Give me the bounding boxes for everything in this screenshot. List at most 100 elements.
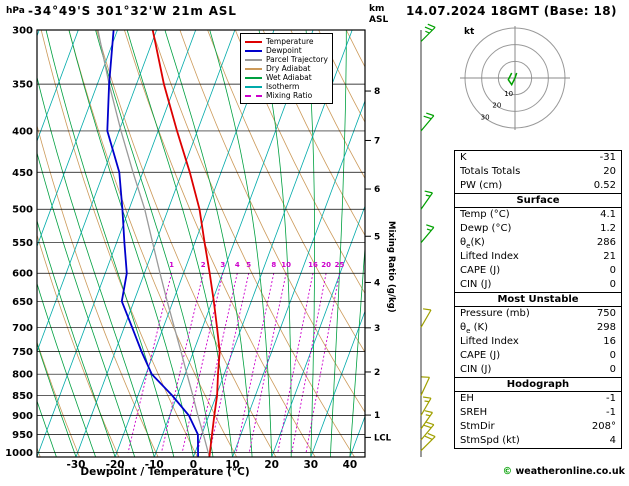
dry-adiabat-line [179,30,365,414]
table-row: Lifted Index 21 [455,250,621,264]
legend-label: Dry Adiabat [266,64,311,73]
table-row: EH -1 [455,392,621,406]
legend-item-parcel-trajectory: Parcel Trajectory [245,55,328,64]
table-row: CAPE (J) 0 [455,349,621,363]
row-label: Lifted Index [460,251,519,262]
station-title: -34°49'S 301°32'W 21m ASL [28,4,237,18]
mixing-ratio-line [161,273,204,453]
wet-adiabat-line [45,30,175,457]
pressure-tick-label: 850 [12,391,33,402]
dry-adiabat-line [124,30,316,457]
wet-adiabat-line [305,30,315,457]
row-label: CAPE (J) [460,350,501,361]
mixing-ratio-value-label: 3 [220,261,225,269]
dry-adiabats [37,30,365,457]
legend-item-wet-adiabat: Wet Adiabat [245,73,328,82]
legend-label: Dewpoint [266,46,302,55]
dry-adiabat-line [234,30,365,295]
wind-barb-staff [420,226,435,244]
wind-barb-tick [426,421,435,426]
dry-adiabat-line [207,30,365,353]
row-label: CAPE (J) [460,265,501,276]
mixing-ratio-value-label: 2 [201,261,206,269]
wind-barb-staff [420,192,433,210]
legend-label: Temperature [266,37,314,46]
wet-adiabat-line [209,30,273,457]
hodograph-ring-label: 20 [492,102,501,110]
row-label: θe (K) [460,322,488,335]
legend-label: Parcel Trajectory [266,55,328,64]
mixing-ratio-line [209,273,250,453]
wind-barb [420,410,433,430]
legend-label: Mixing Ratio [266,91,313,100]
chart-legend: Temperature Dewpoint Parcel Trajectory Dry … [240,33,333,104]
temp-tick-label: -10 [145,459,164,471]
legend-swatch [245,49,262,52]
km-tick-label: 5 [374,232,380,242]
copyright-symbol: © [502,466,513,477]
pressure-tick-label: 300 [12,26,33,37]
table-row: StmDir 208° [455,420,621,434]
temp-tick-label: 0 [190,459,197,471]
row-label: θe(K) [460,237,485,250]
wind-barb [420,308,432,328]
row-label: Temp (°C) [460,209,510,220]
km-tick-label: 2 [374,368,380,378]
dewpoint-curve [106,30,199,457]
pressure-tick-label: 400 [12,126,33,137]
wind-barb-staff [420,115,435,132]
row-value: 298 [596,322,616,333]
lcl-label: LCL [374,433,392,443]
table-section-title: Most Unstable [455,292,621,307]
mixing-ratio-value-label: 20 [321,261,331,269]
table-row: CAPE (J) 0 [455,264,621,278]
wet-adiabat-line [68,30,194,457]
wind-barb-tick [426,112,435,117]
hodograph-unit-label: kt [464,27,475,37]
mixing-ratio-lines [127,273,340,453]
table-row: PW (cm) 0.52 [455,179,621,193]
wind-barb-tick [424,26,433,31]
wind-barb-half-tick [425,194,431,197]
wind-barb-half-tick [425,30,430,34]
mixing-ratio-line [248,273,287,453]
row-value: -1 [606,407,616,418]
km-asl-axis-label: km ASL [369,4,389,25]
wind-barb-staff [420,26,436,42]
mixing-ratio-value-label: 5 [246,261,251,269]
row-value: 208° [591,421,616,432]
wet-adiabat-line [37,75,155,457]
wind-barb [420,396,432,416]
pressure-tick-label: 500 [12,205,33,216]
wind-barb-half-tick [425,414,431,417]
sounding-profiles [97,30,221,457]
km-tick-label: 8 [374,87,380,97]
row-value: 0 [609,279,616,290]
table-row: CIN (J) 0 [455,363,621,377]
wind-barb [420,23,436,42]
wind-barb-half-tick [426,228,432,232]
row-value: 750 [596,308,616,319]
dry-adiabat-line [262,30,365,237]
row-label: StmDir [460,421,495,432]
dry-adiabat-line [151,30,355,457]
wind-barb-tick [424,410,433,414]
row-value: 1.2 [600,223,616,234]
table-row: CIN (J) 0 [455,278,621,292]
isobars: 300 350 400 450 500 550 600 650 700 750 800 850 900 9… [5,26,365,459]
wet-adiabat-line [330,30,347,457]
pressure-tick-label: 750 [12,347,33,358]
legend-swatch [245,67,262,70]
pressure-tick-label: 900 [12,411,33,422]
temp-tick-label: -20 [106,459,125,471]
row-value: 4.1 [600,209,616,220]
wind-barb [420,112,435,132]
legend-swatch [245,76,262,79]
wind-barb-staff [420,424,435,441]
legend-item-isotherm: Isotherm [245,82,328,91]
row-label: SREH [460,407,488,418]
table-section-title: Hodograph [455,377,621,392]
pressure-tick-label: 350 [12,80,33,91]
wind-barb-tick [423,115,432,120]
